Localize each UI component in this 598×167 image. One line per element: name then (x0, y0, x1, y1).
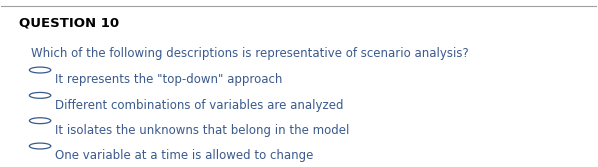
Text: Which of the following descriptions is representative of scenario analysis?: Which of the following descriptions is r… (31, 47, 469, 60)
Text: It represents the "top-down" approach: It represents the "top-down" approach (55, 73, 282, 86)
Text: Different combinations of variables are analyzed: Different combinations of variables are … (55, 99, 343, 112)
Text: It isolates the unknowns that belong in the model: It isolates the unknowns that belong in … (55, 124, 349, 137)
Text: QUESTION 10: QUESTION 10 (19, 16, 120, 29)
Text: One variable at a time is allowed to change: One variable at a time is allowed to cha… (55, 149, 313, 162)
